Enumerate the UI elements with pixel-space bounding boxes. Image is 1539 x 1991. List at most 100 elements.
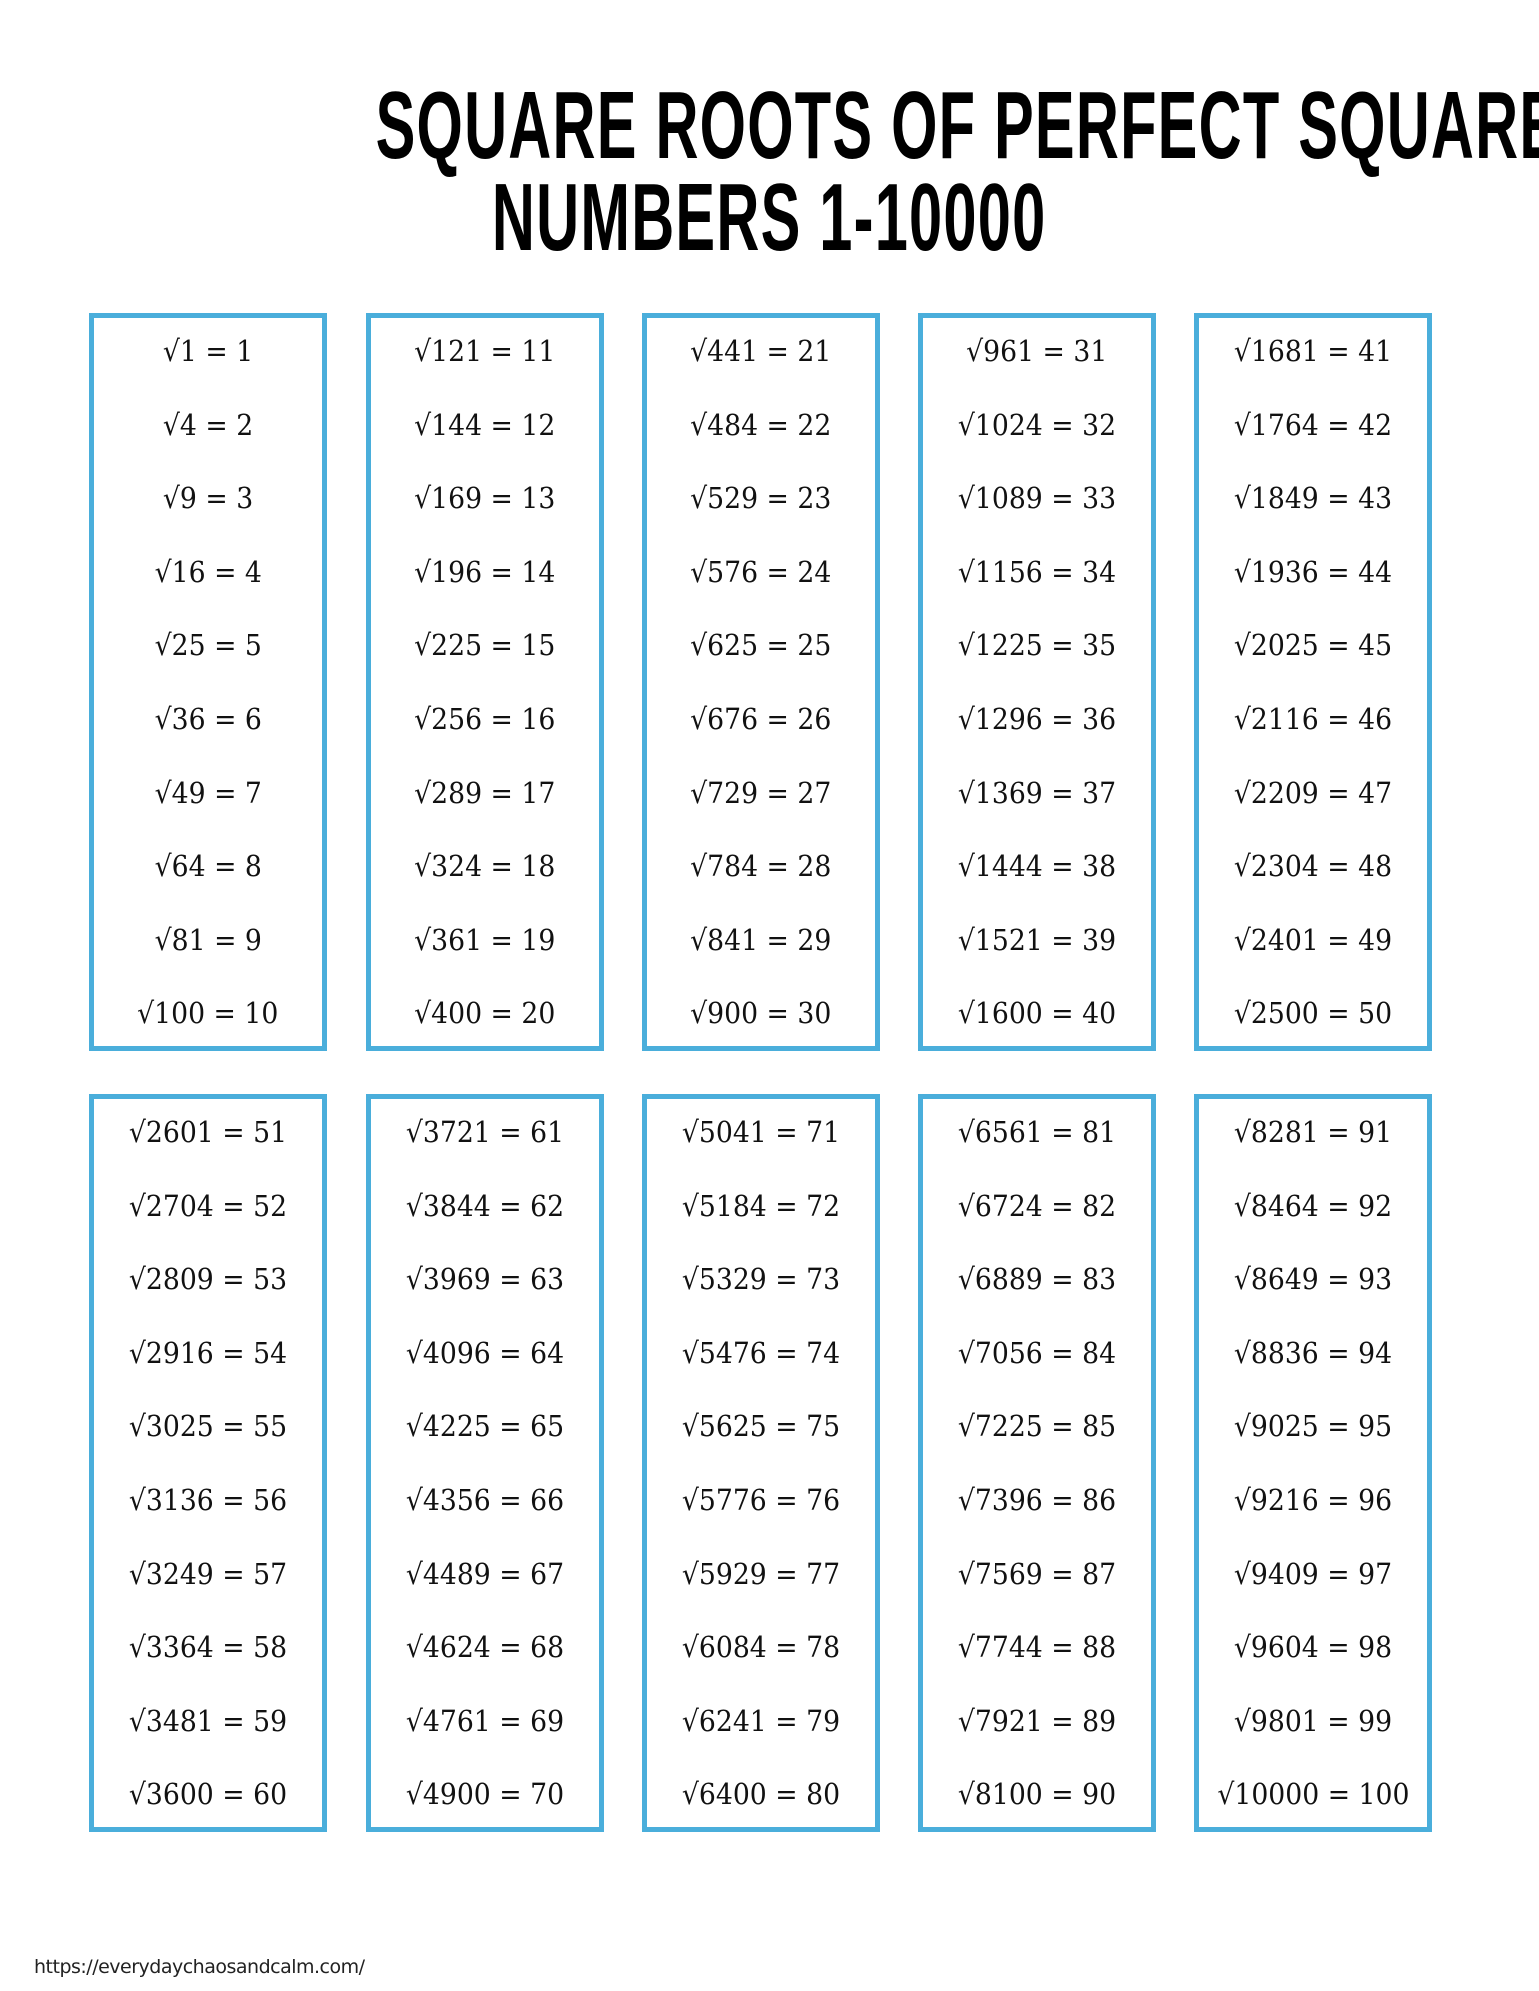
square-root-entry: √1764 = 42 — [1199, 408, 1427, 442]
page-subtitle-text: NUMBERS 1-10000 — [492, 164, 1047, 271]
square-root-entry: √8649 = 93 — [1199, 1262, 1427, 1296]
square-root-entry: √9409 = 97 — [1199, 1557, 1427, 1591]
square-root-entry: √49 = 7 — [94, 776, 322, 810]
square-root-entry-text: √4225 = 65 — [405, 1409, 565, 1444]
square-root-entry-text: √1600 = 40 — [957, 996, 1117, 1031]
square-root-entry-text: √6084 = 78 — [681, 1630, 841, 1665]
square-root-entry-text: √900 = 30 — [690, 996, 832, 1031]
square-root-entry: √4096 = 64 — [371, 1336, 599, 1370]
square-root-entry-text: √81 = 9 — [154, 922, 262, 957]
square-root-entry: √25 = 5 — [94, 628, 322, 662]
square-root-entry: √1369 = 37 — [923, 776, 1151, 810]
square-root-entry-text: √8281 = 91 — [1233, 1115, 1393, 1149]
square-root-entry-text: √9801 = 99 — [1233, 1703, 1393, 1738]
square-root-entry-text: √576 = 24 — [690, 554, 832, 589]
square-root-entry: √64 = 8 — [94, 849, 322, 883]
square-root-entry: √8836 = 94 — [1199, 1336, 1427, 1370]
square-root-entry: √5184 = 72 — [647, 1189, 875, 1223]
square-root-entry-text: √6400 = 80 — [681, 1777, 841, 1812]
square-root-entry-text: √4356 = 66 — [405, 1483, 565, 1517]
square-root-entry-text: √2704 = 52 — [128, 1188, 288, 1223]
square-root-entry-text: √3721 = 61 — [405, 1115, 565, 1149]
square-root-group: √1681 = 41 √1764 = 42 √1849 = 43 √1936 = 44… — [1194, 313, 1432, 1051]
square-root-entry: √100 = 10 — [94, 996, 322, 1030]
square-root-entry: √2500 = 50 — [1199, 996, 1427, 1030]
square-root-entry-text: √9216 = 96 — [1233, 1483, 1393, 1517]
square-root-entry: √7921 = 89 — [923, 1704, 1151, 1738]
square-root-entry: √3844 = 62 — [371, 1189, 599, 1223]
square-root-entry: √7225 = 85 — [923, 1409, 1151, 1443]
square-root-entry: √2025 = 45 — [1199, 628, 1427, 662]
square-root-entry: √9604 = 98 — [1199, 1630, 1427, 1664]
square-root-entry: √484 = 22 — [647, 408, 875, 442]
square-root-entry: √121 = 11 — [371, 334, 599, 368]
square-root-entry-text: √36 = 6 — [154, 702, 262, 736]
square-root-entry: √3136 = 56 — [94, 1483, 322, 1517]
square-root-entry-text: √1849 = 43 — [1233, 481, 1393, 516]
square-root-entry-text: √676 = 26 — [690, 702, 832, 736]
square-root-entry: √196 = 14 — [371, 555, 599, 589]
square-root-entry-text: √2025 = 45 — [1233, 628, 1393, 663]
square-root-entry-text: √289 = 17 — [414, 775, 556, 810]
square-root-entry: √4489 = 67 — [371, 1557, 599, 1591]
square-root-entry: √3721 = 61 — [371, 1115, 599, 1149]
square-root-entry: √2401 = 49 — [1199, 923, 1427, 957]
square-root-entry-text: √324 = 18 — [414, 849, 556, 884]
square-root-entry: √1936 = 44 — [1199, 555, 1427, 589]
square-root-entry-text: √64 = 8 — [154, 849, 262, 884]
square-root-entry-text: √3844 = 62 — [405, 1188, 565, 1223]
square-root-entry: √576 = 24 — [647, 555, 875, 589]
square-root-entry: √144 = 12 — [371, 408, 599, 442]
square-root-entry-text: √5929 = 77 — [681, 1556, 841, 1591]
square-root-entry-text: √1444 = 38 — [957, 849, 1117, 884]
square-root-entry-text: √169 = 13 — [414, 481, 556, 516]
square-root-entry-text: √25 = 5 — [154, 628, 262, 663]
square-root-entry: √1849 = 43 — [1199, 481, 1427, 515]
square-root-entry-text: √3136 = 56 — [128, 1483, 288, 1517]
square-root-group: √3721 = 61 √3844 = 62 √3969 = 63 √4096 = 64… — [366, 1094, 604, 1832]
square-root-entry-text: √3600 = 60 — [128, 1777, 288, 1812]
square-root-entry: √5776 = 76 — [647, 1483, 875, 1517]
square-root-entry: √36 = 6 — [94, 702, 322, 736]
square-root-entry-text: √1296 = 36 — [957, 702, 1117, 736]
square-root-entry-text: √5476 = 74 — [681, 1335, 841, 1370]
square-root-entry-text: √8649 = 93 — [1233, 1262, 1393, 1297]
square-root-entry: √81 = 9 — [94, 923, 322, 957]
square-root-entry-text: √9 = 3 — [162, 481, 254, 516]
square-root-entry-text: √121 = 11 — [414, 334, 556, 368]
square-root-entry: √3969 = 63 — [371, 1262, 599, 1296]
square-root-entry: √4225 = 65 — [371, 1409, 599, 1443]
square-root-entry-text: √7056 = 84 — [957, 1335, 1117, 1370]
square-root-entry: √1296 = 36 — [923, 702, 1151, 736]
square-root-entry: √2209 = 47 — [1199, 776, 1427, 810]
square-root-entry-text: √1225 = 35 — [957, 628, 1117, 663]
square-root-entry-text: √2401 = 49 — [1233, 922, 1393, 957]
square-root-entry-text: √961 = 31 — [966, 334, 1108, 368]
square-root-entry-text: √5625 = 75 — [681, 1409, 841, 1444]
square-root-entry: √2116 = 46 — [1199, 702, 1427, 736]
square-root-entry-text: √7396 = 86 — [957, 1483, 1117, 1517]
square-root-entry: √784 = 28 — [647, 849, 875, 883]
square-root-entry-text: √144 = 12 — [414, 407, 556, 442]
square-root-entry: √6889 = 83 — [923, 1262, 1151, 1296]
footer-url[interactable]: https://everydaychaosandcalm.com/ — [34, 1956, 365, 1978]
square-root-entry: √5929 = 77 — [647, 1557, 875, 1591]
square-root-entry: √400 = 20 — [371, 996, 599, 1030]
square-root-entry: √9801 = 99 — [1199, 1704, 1427, 1738]
square-root-entry: √5041 = 71 — [647, 1115, 875, 1149]
square-root-entry-text: √1369 = 37 — [957, 775, 1117, 810]
square-root-entry-text: √7921 = 89 — [957, 1703, 1117, 1738]
square-root-entry-text: √361 = 19 — [414, 922, 556, 957]
square-root-entry-text: √100 = 10 — [137, 996, 279, 1031]
square-root-entry: √8281 = 91 — [1199, 1115, 1427, 1149]
square-root-entry: √7396 = 86 — [923, 1483, 1151, 1517]
square-root-entry: √729 = 27 — [647, 776, 875, 810]
square-root-entry: √1225 = 35 — [923, 628, 1151, 662]
square-root-group: √6561 = 81 √6724 = 82 √6889 = 83 √7056 = 84… — [918, 1094, 1156, 1832]
square-root-entry-text: √3025 = 55 — [128, 1409, 288, 1444]
square-root-entry: √16 = 4 — [94, 555, 322, 589]
square-root-entry: √625 = 25 — [647, 628, 875, 662]
square-root-group: √121 = 11 √144 = 12 √169 = 13 √196 = 14 √225… — [366, 313, 604, 1051]
square-root-group: √961 = 31 √1024 = 32 √1089 = 33 √1156 = 34 √… — [918, 313, 1156, 1051]
square-root-entry-text: √6561 = 81 — [957, 1115, 1117, 1149]
